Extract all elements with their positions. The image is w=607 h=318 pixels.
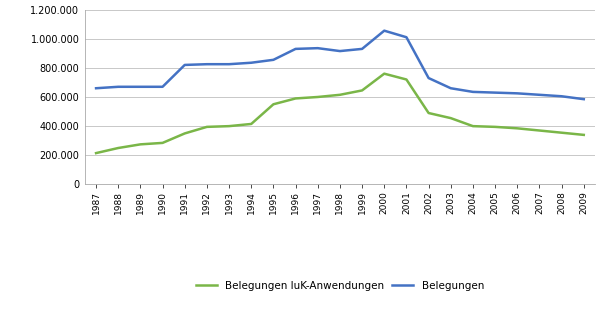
Belegungen <box>381 29 388 32</box>
Belegungen <box>159 85 166 89</box>
Belegungen <box>203 62 211 66</box>
Line: Belegungen IuK-Anwendungen: Belegungen IuK-Anwendungen <box>96 74 584 153</box>
Belegungen IuK-Anwendungen <box>492 125 499 129</box>
Belegungen IuK-Anwendungen <box>359 88 366 92</box>
Belegungen IuK-Anwendungen <box>580 133 588 137</box>
Belegungen IuK-Anwendungen <box>92 151 100 155</box>
Legend: Belegungen IuK-Anwendungen, Belegungen: Belegungen IuK-Anwendungen, Belegungen <box>196 280 484 291</box>
Belegungen IuK-Anwendungen <box>514 127 521 130</box>
Belegungen IuK-Anwendungen <box>203 125 211 129</box>
Belegungen <box>492 91 499 94</box>
Belegungen <box>336 49 344 53</box>
Belegungen IuK-Anwendungen <box>314 95 321 99</box>
Belegungen IuK-Anwendungen <box>270 102 277 106</box>
Belegungen IuK-Anwendungen <box>425 111 432 115</box>
Belegungen <box>92 86 100 90</box>
Belegungen <box>314 46 321 50</box>
Belegungen IuK-Anwendungen <box>181 132 188 135</box>
Belegungen <box>403 35 410 39</box>
Belegungen IuK-Anwendungen <box>447 116 455 120</box>
Belegungen IuK-Anwendungen <box>469 124 476 128</box>
Belegungen <box>248 61 255 65</box>
Belegungen IuK-Anwendungen <box>558 131 565 135</box>
Belegungen IuK-Anwendungen <box>225 124 232 128</box>
Belegungen IuK-Anwendungen <box>292 97 299 100</box>
Belegungen IuK-Anwendungen <box>403 78 410 81</box>
Belegungen IuK-Anwendungen <box>248 122 255 126</box>
Belegungen <box>115 85 122 89</box>
Line: Belegungen: Belegungen <box>96 31 584 99</box>
Belegungen IuK-Anwendungen <box>115 146 122 150</box>
Belegungen <box>359 47 366 51</box>
Belegungen <box>225 62 232 66</box>
Belegungen <box>137 85 144 89</box>
Belegungen <box>270 58 277 62</box>
Belegungen IuK-Anwendungen <box>381 72 388 76</box>
Belegungen IuK-Anwendungen <box>536 128 543 132</box>
Belegungen IuK-Anwendungen <box>336 93 344 97</box>
Belegungen IuK-Anwendungen <box>159 141 166 145</box>
Belegungen <box>181 63 188 67</box>
Belegungen <box>580 97 588 101</box>
Belegungen <box>514 92 521 95</box>
Belegungen <box>292 47 299 51</box>
Belegungen <box>469 90 476 94</box>
Belegungen IuK-Anwendungen <box>137 142 144 146</box>
Belegungen <box>425 76 432 80</box>
Belegungen <box>536 93 543 97</box>
Belegungen <box>447 86 455 90</box>
Belegungen <box>558 94 565 98</box>
